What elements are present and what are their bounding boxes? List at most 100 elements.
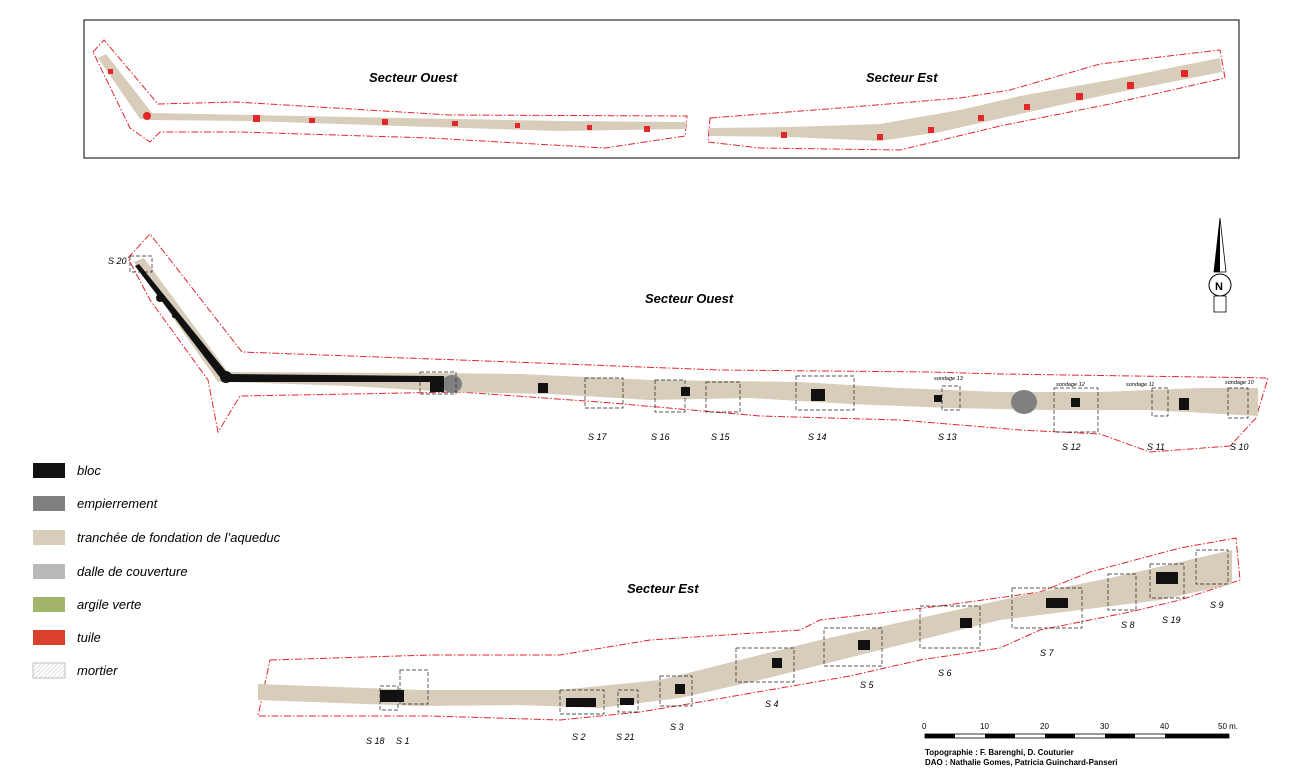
sounding-label: S 10 <box>1230 442 1249 452</box>
east-sector-plan: Secteur Est S 18 S 1 S 2 S 21 S 3 S 4 S … <box>257 537 1241 746</box>
sondage-label: sondage 10 <box>1225 380 1255 386</box>
west-sector-plan: Secteur Ouest S 20 S 17 S 16 S 15 S 14 S… <box>108 233 1269 453</box>
sounding-box <box>919 605 981 649</box>
overview-east-trench <box>709 58 1222 141</box>
north-arrow-tail <box>1213 295 1227 313</box>
east-sector-boundary <box>257 537 1241 721</box>
overview-tile <box>978 115 984 121</box>
sounding-label: S 18 <box>366 736 385 746</box>
east-bloc-feature <box>1156 572 1178 584</box>
east-sector-trench <box>258 550 1232 708</box>
legend-label: empierrement <box>77 496 159 511</box>
overview-tile <box>452 121 458 126</box>
overview-tile <box>1181 70 1188 77</box>
overview-tile <box>877 134 883 140</box>
swatch-argile-icon <box>33 597 65 612</box>
west-bloc-feature <box>1179 398 1189 410</box>
legend-label: bloc <box>77 463 101 478</box>
sounding-label: S 6 <box>938 668 952 678</box>
west-block-node <box>156 294 164 302</box>
west-bloc-feature <box>538 383 548 393</box>
overview-inset: Secteur Ouest Secteur Est <box>83 19 1240 159</box>
overview-west-trench <box>98 54 686 131</box>
east-bloc-feature <box>1046 598 1068 608</box>
scale-bar-segment <box>925 734 955 738</box>
overview-tile <box>587 125 592 130</box>
scale-tick-label: 0 <box>922 722 927 731</box>
sounding-label: S 3 <box>670 722 684 732</box>
overview-tile <box>515 123 520 128</box>
credit-dao: DAO : Nathalie Gomes, Patricia Guinchard… <box>925 758 1118 767</box>
sounding-label: S 14 <box>808 432 827 442</box>
overview-west-boundary <box>92 39 688 149</box>
sondage-label: sondage 13 <box>934 376 964 382</box>
legend-label: tranchée de fondation de l’aqueduc <box>77 530 281 545</box>
sounding-box <box>1053 387 1099 433</box>
sounding-box <box>705 381 741 413</box>
sounding-label: S 11 <box>1147 442 1165 452</box>
overview-tile <box>1127 82 1134 89</box>
overview-tile <box>644 126 650 132</box>
east-sector-title: Secteur Est <box>627 581 699 596</box>
legend-label: tuile <box>77 630 101 645</box>
sounding-box <box>129 255 153 273</box>
west-block-node <box>172 314 176 318</box>
sondage-label: sondage 12 <box>1056 382 1085 388</box>
swatch-dalle-icon <box>33 564 65 579</box>
sounding-box <box>1195 549 1229 585</box>
east-bloc-feature <box>620 698 634 705</box>
west-bloc-feature <box>934 395 942 402</box>
scale-bar-segment <box>1105 734 1135 738</box>
scale-tick-label: 40 <box>1160 722 1169 731</box>
overview-tile <box>1024 104 1030 110</box>
legend-label: argile verte <box>77 597 141 612</box>
swatch-tuile-icon <box>33 630 65 645</box>
north-arrow-needle-shade <box>1214 218 1220 272</box>
west-sector-boundary <box>127 233 1269 453</box>
legend: bloc empierrement tranchée de fondation … <box>32 463 281 679</box>
east-bloc-feature <box>858 640 870 650</box>
east-bloc-feature <box>772 658 782 668</box>
overview-tile <box>309 118 315 123</box>
scale-tick-label: 20 <box>1040 722 1049 731</box>
scale-bar-segment <box>985 734 1015 738</box>
east-bloc-feature <box>960 618 972 628</box>
north-arrow: N <box>1208 217 1232 313</box>
west-block-line <box>135 264 432 382</box>
sounding-label: S 17 <box>588 432 608 442</box>
sounding-label: S 5 <box>860 680 875 690</box>
east-bloc-feature <box>380 690 404 702</box>
sounding-box <box>1149 563 1185 599</box>
sounding-box <box>1151 387 1169 417</box>
overview-west-label: Secteur Ouest <box>369 70 458 85</box>
sondage-label: sondage 11 <box>1126 382 1154 388</box>
overview-east-boundary <box>707 49 1226 151</box>
sounding-label: S 4 <box>765 699 779 709</box>
north-arrow-label: N <box>1215 281 1223 293</box>
west-bloc-feature <box>430 376 444 392</box>
west-empierrement <box>1011 390 1037 414</box>
overview-tile <box>1076 93 1083 100</box>
sounding-box <box>617 689 639 713</box>
sounding-label: S 20 <box>108 256 127 266</box>
overview-frame <box>83 19 1240 159</box>
scale-bar-segment <box>1165 734 1229 738</box>
scale-bar-segment <box>1045 734 1075 738</box>
sounding-box <box>795 375 855 411</box>
sounding-label: S 13 <box>938 432 957 442</box>
sounding-label: S 19 <box>1162 615 1181 625</box>
east-bloc-feature <box>566 698 596 707</box>
overview-tile <box>253 115 260 122</box>
legend-label: dalle de couverture <box>77 564 188 579</box>
overview-tile <box>108 69 113 74</box>
sounding-label: S 7 <box>1040 648 1055 658</box>
sounding-label: S 16 <box>651 432 670 442</box>
sounding-box <box>735 647 795 683</box>
swatch-bloc-icon <box>33 463 65 478</box>
sounding-box <box>1107 573 1137 611</box>
overview-tile <box>928 127 934 133</box>
swatch-mortier-icon <box>32 662 66 679</box>
sounding-box <box>559 689 605 715</box>
west-bloc-feature <box>811 389 825 401</box>
sounding-label: S 12 <box>1062 442 1081 452</box>
